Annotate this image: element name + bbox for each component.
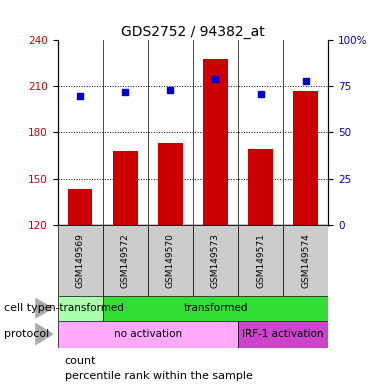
Point xyxy=(213,76,219,82)
Text: IRF-1 activation: IRF-1 activation xyxy=(242,329,324,339)
Text: protocol: protocol xyxy=(4,329,49,339)
Text: GSM149571: GSM149571 xyxy=(256,233,265,288)
Title: GDS2752 / 94382_at: GDS2752 / 94382_at xyxy=(121,25,265,39)
Text: GSM149574: GSM149574 xyxy=(301,233,310,288)
Bar xyxy=(238,321,328,348)
Bar xyxy=(293,91,318,225)
Point xyxy=(167,87,173,93)
Polygon shape xyxy=(35,298,54,319)
Text: GSM149569: GSM149569 xyxy=(76,233,85,288)
Bar xyxy=(158,143,183,225)
Bar xyxy=(103,225,148,296)
Text: no activation: no activation xyxy=(114,329,182,339)
Point xyxy=(77,93,83,99)
Bar xyxy=(283,225,328,296)
Bar xyxy=(203,59,228,225)
Text: non-transformed: non-transformed xyxy=(36,303,124,313)
Point xyxy=(122,89,128,95)
Bar xyxy=(193,225,238,296)
Bar xyxy=(103,296,328,321)
Text: GSM149570: GSM149570 xyxy=(166,233,175,288)
Point xyxy=(257,91,263,97)
Point xyxy=(303,78,309,84)
Bar xyxy=(68,189,92,225)
Text: GSM149573: GSM149573 xyxy=(211,233,220,288)
Text: transformed: transformed xyxy=(183,303,248,313)
Bar xyxy=(58,225,103,296)
Text: cell type: cell type xyxy=(4,303,51,313)
Bar xyxy=(58,296,103,321)
Text: GSM149572: GSM149572 xyxy=(121,233,130,288)
Bar xyxy=(148,225,193,296)
Polygon shape xyxy=(35,323,54,346)
Bar xyxy=(238,225,283,296)
Text: percentile rank within the sample: percentile rank within the sample xyxy=(65,371,253,381)
Bar xyxy=(58,321,238,348)
Bar xyxy=(248,149,273,225)
Bar xyxy=(113,151,138,225)
Text: count: count xyxy=(65,356,96,366)
